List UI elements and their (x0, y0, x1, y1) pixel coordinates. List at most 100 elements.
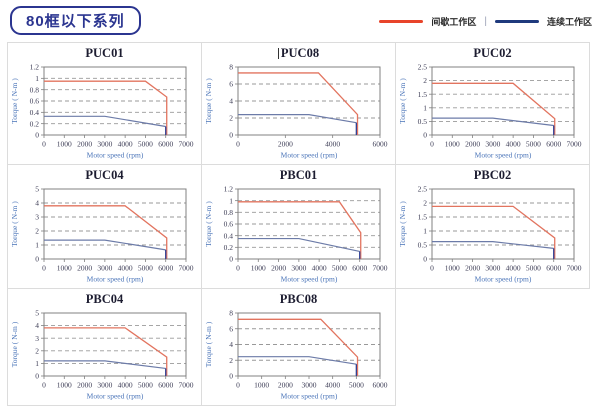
svg-text:0: 0 (42, 264, 46, 273)
chart-cell-puc02: PUC02 0 0.5 1 1.5 2 2.5 0 1000 2000 3000 4000 5000 60… (395, 42, 590, 165)
chart-title-label: PUC04 (85, 168, 124, 182)
svg-text:2000: 2000 (465, 264, 480, 273)
torque-speed-plot: 0 0.2 0.4 0.6 0.8 1 1.2 0 1000 2000 3000 4000 5000 60… (204, 185, 388, 284)
svg-text:8: 8 (229, 309, 233, 318)
svg-text:1000: 1000 (445, 140, 460, 149)
svg-text:2: 2 (229, 114, 233, 123)
chart-grid-row: PUC01 0 0.2 0.4 0.6 0.8 1 1.2 0 1000 2000 3000 4000 5… (7, 42, 590, 165)
svg-text:0: 0 (35, 255, 39, 264)
svg-text:0: 0 (236, 264, 240, 273)
svg-text:0: 0 (42, 140, 46, 149)
svg-text:5000: 5000 (138, 264, 153, 273)
chart-grid: PUC01 0 0.2 0.4 0.6 0.8 1 1.2 0 1000 2000 3000 4000 5… (7, 42, 590, 406)
chart-cell-pbc08: PBC08 0 2 4 6 8 0 1000 2000 3000 4000 5000 6000 Motor… (201, 288, 396, 406)
svg-text:4000: 4000 (118, 264, 133, 273)
svg-text:4000: 4000 (312, 264, 327, 273)
svg-text:1: 1 (423, 103, 427, 112)
svg-text:Motor speed (rpm): Motor speed (rpm) (475, 151, 532, 160)
svg-text:1000: 1000 (445, 264, 460, 273)
svg-text:3: 3 (35, 334, 39, 343)
svg-text:Motor speed (rpm): Motor speed (rpm) (281, 151, 338, 160)
svg-text:0.6: 0.6 (30, 97, 40, 106)
svg-text:2.5: 2.5 (418, 63, 428, 72)
svg-text:0.8: 0.8 (224, 208, 234, 217)
svg-text:0: 0 (236, 140, 240, 149)
svg-text:1.2: 1.2 (30, 63, 40, 72)
svg-text:5000: 5000 (138, 140, 153, 149)
svg-text:0: 0 (42, 381, 46, 390)
chart-title: PBC08 (202, 289, 395, 309)
svg-text:4000: 4000 (118, 381, 133, 390)
chart-title: PBC02 (396, 165, 589, 185)
svg-text:2: 2 (423, 76, 427, 85)
chart-cell-pbc02: PBC02 0 0.5 1 1.5 2 2.5 0 1000 2000 3000 4000 5000 60… (395, 164, 590, 289)
svg-text:0: 0 (229, 131, 233, 140)
chart-title-label: PBC01 (279, 168, 318, 182)
svg-text:Torque ( N-m ): Torque ( N-m ) (204, 78, 213, 124)
chart-title-label: PUC08 (280, 46, 320, 60)
svg-text:4: 4 (35, 321, 39, 330)
svg-text:2000: 2000 (77, 264, 92, 273)
chart-title-label: PBC02 (473, 168, 512, 182)
svg-text:6000: 6000 (546, 140, 561, 149)
svg-text:2.5: 2.5 (418, 185, 428, 194)
svg-text:0.5: 0.5 (418, 241, 428, 250)
chart-cell-pbc01: PBC01 0 0.2 0.4 0.6 0.8 1 1.2 0 1000 2000 3000 4000 5… (201, 164, 396, 289)
chart-title: PUC04 (8, 165, 201, 185)
svg-text:Torque ( N-m ): Torque ( N-m ) (204, 201, 213, 247)
svg-text:2: 2 (35, 346, 39, 355)
svg-text:1: 1 (35, 74, 39, 83)
svg-text:3000: 3000 (291, 264, 306, 273)
svg-text:7000: 7000 (373, 264, 388, 273)
chart-title-label: PBC04 (85, 292, 124, 306)
torque-speed-plot: 0 2 4 6 8 0 2000 4000 6000 Motor speed (rpm) Torqu… (204, 63, 388, 160)
torque-speed-plot: 0 2 4 6 8 0 1000 2000 3000 4000 5000 6000 Motor spee… (204, 309, 388, 401)
series-title-tag[interactable]: 80框以下系列 (10, 6, 141, 35)
text-cursor (277, 48, 279, 59)
svg-text:2000: 2000 (278, 381, 293, 390)
svg-text:6000: 6000 (373, 381, 388, 390)
svg-text:7000: 7000 (179, 264, 194, 273)
svg-text:6000: 6000 (158, 264, 173, 273)
svg-text:6: 6 (229, 324, 233, 333)
continuous-zone-swatch (494, 20, 539, 23)
torque-speed-plot: 0 0.5 1 1.5 2 2.5 0 1000 2000 3000 4000 5000 6000 700… (398, 63, 582, 160)
svg-text:4: 4 (229, 97, 233, 106)
torque-speed-plot: 0 1 2 3 4 5 0 1000 2000 3000 4000 5000 6000 7000 Motor… (10, 309, 194, 401)
svg-text:Torque ( N-m ): Torque ( N-m ) (10, 201, 19, 247)
chart-cell-puc04: PUC04 0 1 2 3 4 5 0 1000 2000 3000 4000 5000 6000 7000… (7, 164, 202, 289)
svg-text:2000: 2000 (77, 381, 92, 390)
svg-text:2000: 2000 (271, 264, 286, 273)
svg-text:Motor speed (rpm): Motor speed (rpm) (475, 275, 532, 284)
svg-text:0.4: 0.4 (30, 108, 40, 117)
chart-title: PUC02 (396, 43, 589, 63)
torque-speed-plot: 0 0.5 1 1.5 2 2.5 0 1000 2000 3000 4000 5000 6000 700… (398, 185, 582, 284)
svg-text:0.2: 0.2 (224, 243, 234, 252)
svg-text:6: 6 (229, 80, 233, 89)
svg-text:7000: 7000 (567, 140, 582, 149)
svg-text:8: 8 (229, 63, 233, 72)
svg-text:Motor speed (rpm): Motor speed (rpm) (87, 275, 144, 284)
svg-text:3000: 3000 (485, 140, 500, 149)
legend-separator: | (484, 16, 487, 27)
chart-title: PUC01 (8, 43, 201, 63)
svg-text:0.2: 0.2 (30, 119, 40, 128)
chart-title-label: PBC08 (279, 292, 318, 306)
svg-text:Torque ( N-m ): Torque ( N-m ) (398, 201, 407, 247)
svg-text:1: 1 (229, 196, 233, 205)
svg-text:3000: 3000 (302, 381, 317, 390)
svg-text:1000: 1000 (57, 264, 72, 273)
svg-text:4: 4 (229, 340, 233, 349)
svg-text:0.4: 0.4 (224, 231, 234, 240)
svg-text:4000: 4000 (506, 140, 521, 149)
page-header: 80框以下系列 间歇工作区 | 连续工作区 (0, 0, 600, 40)
svg-text:5000: 5000 (332, 264, 347, 273)
svg-text:6000: 6000 (373, 140, 388, 149)
chart-title-label: PUC02 (473, 46, 512, 60)
svg-text:1: 1 (35, 359, 39, 368)
svg-text:5: 5 (35, 309, 39, 318)
chart-cell-puc01: PUC01 0 0.2 0.4 0.6 0.8 1 1.2 0 1000 2000 3000 4000 5… (7, 42, 202, 165)
svg-text:Torque ( N-m ): Torque ( N-m ) (204, 321, 213, 367)
svg-text:0: 0 (423, 131, 427, 140)
torque-speed-plot: 0 1 2 3 4 5 0 1000 2000 3000 4000 5000 6000 7000 Motor… (10, 185, 194, 284)
